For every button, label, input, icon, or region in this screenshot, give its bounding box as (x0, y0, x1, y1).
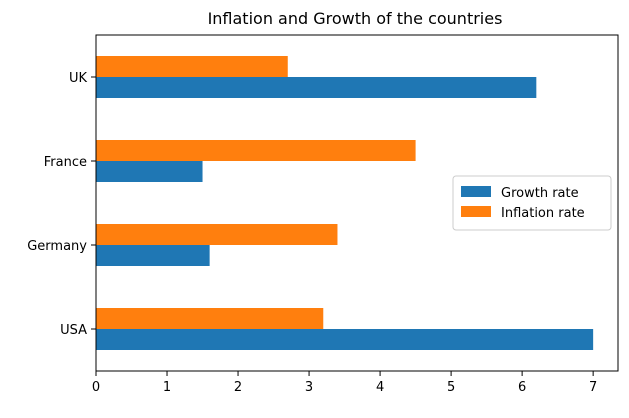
legend-label-growth-rate: Growth rate (501, 186, 579, 201)
x-tick-label: 0 (92, 380, 100, 395)
bar-inflation-rate-usa (96, 308, 324, 329)
x-tick-label: 2 (234, 380, 242, 395)
chart-title: Inflation and Growth of the countries (208, 9, 503, 28)
legend-box (452, 175, 612, 231)
y-tick-label-usa: USA (60, 323, 87, 338)
bar-inflation-rate-uk (96, 56, 288, 77)
bar-inflation-rate-germany (96, 224, 338, 245)
legend-swatch-inflation-rate (461, 206, 491, 217)
y-tick-label-germany: Germany (27, 239, 87, 254)
legend-swatch-growth-rate (461, 186, 491, 197)
x-tick-label: 1 (163, 380, 171, 395)
bar-growth-rate-usa (96, 329, 594, 350)
legend-label-inflation-rate: Inflation rate (501, 206, 585, 221)
bar-growth-rate-uk (96, 77, 537, 98)
y-axis: USA Germany France UK (27, 71, 96, 338)
x-tick-label: 3 (305, 380, 313, 395)
plot-frame (95, 34, 619, 372)
y-tick-label-france: France (44, 155, 87, 170)
bars-layer (96, 56, 594, 350)
legend: Growth rate Inflation rate (452, 175, 612, 231)
bar-inflation-rate-france (96, 140, 416, 161)
bar-growth-rate-france (96, 161, 203, 182)
x-tick-label: 5 (447, 380, 455, 395)
x-axis: 0 1 2 3 4 5 6 7 (92, 371, 597, 395)
x-tick-label: 4 (376, 380, 384, 395)
y-tick-label-uk: UK (69, 71, 88, 86)
bar-growth-rate-germany (96, 245, 210, 266)
x-tick-label: 6 (518, 380, 526, 395)
x-tick-label: 7 (589, 380, 597, 395)
